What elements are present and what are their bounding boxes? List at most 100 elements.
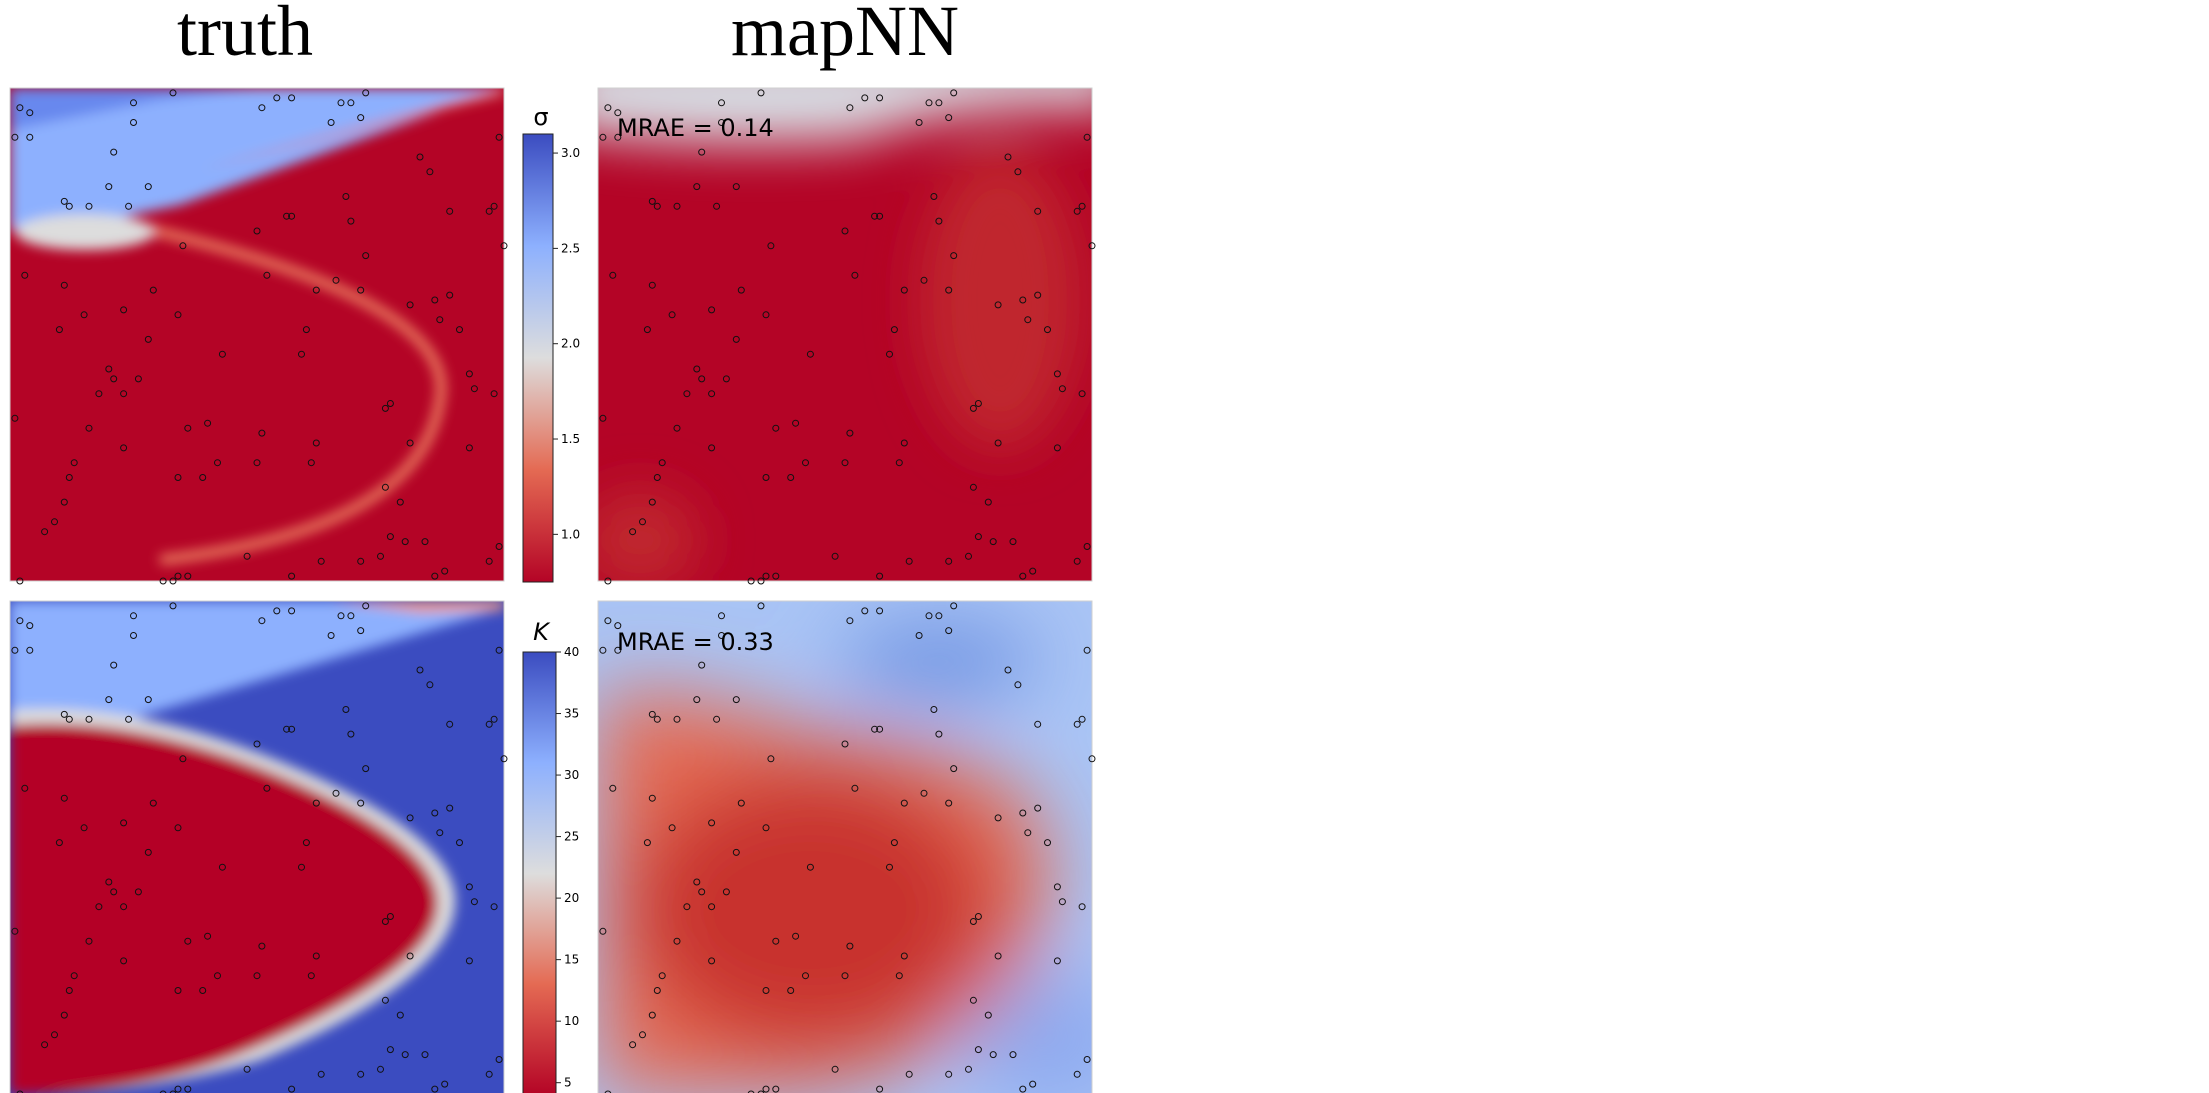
sample-point-marker bbox=[708, 444, 716, 452]
sample-point-marker bbox=[337, 612, 345, 620]
sample-point-marker bbox=[1019, 296, 1027, 304]
panel-frame-truth-k bbox=[9, 600, 505, 1093]
sample-point-marker bbox=[895, 459, 903, 467]
sample-point-marker bbox=[288, 94, 296, 102]
sample-point-marker bbox=[1073, 1070, 1081, 1078]
colorbar-k-tick-label: 35 bbox=[564, 707, 579, 721]
mrae-label-k: MRAE = 0.33 bbox=[617, 628, 774, 656]
sample-point-marker bbox=[1044, 839, 1051, 847]
sample-point-marker bbox=[945, 799, 953, 807]
sample-point-marker bbox=[406, 439, 414, 447]
sample-point-marker bbox=[876, 607, 884, 615]
sample-point-marker bbox=[757, 1090, 765, 1093]
sample-point-marker bbox=[989, 1051, 997, 1059]
sample-point-marker bbox=[381, 483, 389, 491]
sample-point-marker bbox=[969, 918, 977, 925]
sample-point-marker bbox=[85, 937, 93, 945]
sample-point-marker bbox=[737, 799, 745, 807]
sample-point-marker bbox=[876, 1085, 884, 1093]
sample-point-marker bbox=[204, 932, 212, 940]
sample-point-marker bbox=[930, 706, 938, 713]
sample-point-marker bbox=[273, 607, 281, 615]
sample-point-marker bbox=[144, 848, 152, 856]
sample-point-marker bbox=[60, 1011, 68, 1019]
sample-point-marker bbox=[648, 794, 656, 802]
sample-point-marker bbox=[184, 1085, 192, 1093]
sample-point-marker bbox=[258, 429, 266, 437]
sample-point-marker bbox=[1073, 557, 1081, 565]
sample-point-marker bbox=[288, 607, 296, 615]
sample-point-marker bbox=[599, 927, 607, 935]
sample-point-marker bbox=[396, 1011, 404, 1019]
sample-point-marker bbox=[253, 740, 261, 748]
sample-point-marker bbox=[1073, 720, 1081, 728]
sample-point-marker bbox=[357, 286, 365, 294]
sample-point-marker bbox=[426, 168, 434, 176]
sample-point-marker bbox=[1034, 720, 1042, 728]
sample-point-marker bbox=[41, 528, 49, 536]
sample-point-marker bbox=[609, 784, 617, 792]
sample-point-marker bbox=[169, 577, 177, 585]
sample-point-marker bbox=[465, 370, 473, 378]
colorbar-k-tick-label: 5 bbox=[564, 1076, 572, 1090]
sample-point-marker bbox=[732, 335, 740, 343]
sample-point-marker bbox=[614, 133, 622, 141]
sample-point-marker bbox=[762, 572, 770, 580]
sample-point-marker bbox=[500, 242, 508, 250]
sample-point-marker bbox=[905, 557, 913, 565]
sample-point-marker bbox=[722, 375, 730, 383]
sample-point-marker bbox=[698, 375, 706, 383]
sample-point-marker bbox=[298, 863, 305, 871]
sample-point-marker bbox=[26, 109, 34, 117]
sample-point-marker bbox=[362, 252, 370, 260]
sample-point-marker bbox=[110, 375, 118, 383]
sample-point-marker bbox=[969, 996, 977, 1004]
sample-point-marker bbox=[762, 987, 770, 994]
sample-point-marker bbox=[436, 316, 444, 324]
sample-point-marker bbox=[950, 89, 958, 97]
sample-point-marker bbox=[149, 286, 157, 294]
sample-point-marker bbox=[125, 715, 133, 723]
sample-point-marker bbox=[120, 903, 128, 911]
sample-point-marker bbox=[120, 819, 128, 827]
sample-point-marker bbox=[55, 326, 63, 334]
sample-point-marker bbox=[668, 824, 676, 832]
sample-point-marker bbox=[732, 183, 740, 191]
sample-point-marker bbox=[683, 903, 691, 911]
heatmap-truth-sigma bbox=[10, 88, 504, 581]
sample-point-marker bbox=[312, 286, 320, 294]
sample-point-marker bbox=[648, 1011, 656, 1019]
sample-point-marker bbox=[772, 1085, 780, 1093]
sample-point-marker bbox=[683, 390, 691, 398]
sample-point-marker bbox=[708, 903, 716, 911]
sample-point-marker bbox=[80, 311, 88, 319]
sample-point-marker bbox=[614, 646, 622, 654]
sample-point-marker bbox=[787, 474, 795, 481]
sample-point-marker bbox=[431, 1085, 439, 1093]
sample-point-marker bbox=[302, 839, 310, 847]
sample-point-marker bbox=[599, 133, 607, 141]
sample-point-marker bbox=[327, 632, 335, 639]
sample-point-marker bbox=[431, 572, 439, 580]
sample-point-marker bbox=[945, 627, 953, 635]
panel-frame-truth-sigma bbox=[9, 87, 505, 582]
sample-point-marker bbox=[65, 202, 73, 210]
sample-point-marker bbox=[757, 89, 765, 97]
sample-point-marker bbox=[643, 839, 651, 847]
sample-point-marker bbox=[693, 878, 701, 886]
sample-point-marker bbox=[406, 814, 414, 822]
sample-point-marker bbox=[312, 439, 320, 447]
sample-point-marker bbox=[846, 429, 854, 437]
sample-point-marker bbox=[772, 572, 780, 580]
sample-point-marker bbox=[130, 612, 137, 620]
sample-point-marker bbox=[446, 291, 454, 299]
colorbar-title-sigma: σ bbox=[533, 103, 548, 131]
sample-point-marker bbox=[347, 99, 355, 107]
sample-point-marker bbox=[288, 725, 296, 733]
sample-point-marker bbox=[465, 444, 473, 452]
sample-point-marker bbox=[653, 474, 661, 481]
colorbar-sigma-tick-label: 2.5 bbox=[561, 241, 580, 255]
sample-point-marker bbox=[861, 94, 869, 102]
sample-point-marker bbox=[890, 326, 898, 334]
sample-point-marker bbox=[772, 424, 780, 432]
